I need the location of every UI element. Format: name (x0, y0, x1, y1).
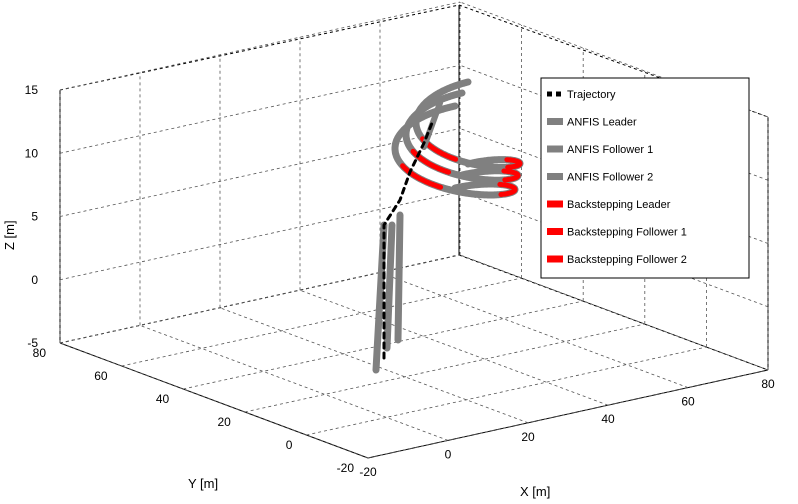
z-axis-label: Z [m] (2, 220, 17, 250)
y-tick-label: 80 (33, 346, 47, 360)
legend: Trajectory ANFIS Leader ANFIS Follower 1 AN… (540, 77, 750, 279)
gridline-y-floor (306, 346, 707, 436)
gridline-y-floor (367, 369, 769, 459)
x-tick-label: -20 (359, 465, 377, 479)
legend-items: Trajectory ANFIS Leader ANFIS Follower 1 AN… (547, 89, 687, 266)
box-edge (458, 4, 769, 118)
legend-entry-label: ANFIS Follower 2 (567, 172, 653, 184)
y-tick-label: 20 (217, 415, 231, 429)
backstepping-segment (400, 163, 444, 190)
x-tick-label: 20 (521, 430, 535, 444)
x-tick-label: 60 (681, 395, 695, 409)
gridline-z-back (59, 1, 461, 91)
gridline-z-back (59, 128, 461, 217)
z-tick-label: -5 (27, 336, 38, 350)
x-tick-label: 0 (445, 447, 452, 461)
gridline-x-floor (299, 289, 609, 406)
legend-entry-label: ANFIS Leader (567, 117, 637, 129)
y-tick-label: 0 (286, 438, 293, 452)
backstepping-segment (497, 181, 518, 197)
trajectory-curves (372, 78, 524, 374)
gridline-x-floor (59, 342, 369, 459)
gridline-x-floor (139, 325, 449, 441)
backstepping-segment (501, 168, 521, 183)
z-tick-label: 5 (31, 210, 38, 224)
y-tick-label: 40 (156, 392, 170, 406)
y-axis-label: Y [m] (188, 476, 218, 491)
legend-entry-label: ANFIS Follower 1 (567, 144, 653, 156)
box-edge (59, 4, 460, 91)
anfis-riser (383, 221, 396, 352)
z-tick-label: 10 (25, 146, 39, 160)
legend-entry-label: Backstepping Leader (567, 199, 671, 211)
gridline-z-back (59, 191, 461, 281)
y-tick-label: -20 (337, 461, 355, 475)
gridline-z-back (59, 254, 461, 344)
z-tick-label: 0 (31, 273, 38, 287)
legend-entry-label: Backstepping Follower 1 (567, 227, 687, 239)
gridline-z-side (459, 254, 769, 371)
gridline-z-back (59, 64, 461, 154)
gridline-x-floor (379, 272, 689, 388)
y-tick-label: 60 (94, 369, 108, 383)
x-tick-label: 40 (601, 412, 615, 426)
anfis-riser (372, 221, 388, 374)
anfis-riser (394, 211, 404, 344)
x-tick-label: 80 (761, 377, 775, 391)
legend-entry-label: Trajectory (567, 89, 616, 101)
x-axis-label: X [m] (520, 484, 550, 499)
backstepping-segment (504, 157, 523, 170)
z-tick-label: 15 (25, 83, 39, 97)
gridline-y-floor (121, 277, 522, 367)
reference-trajectory (382, 121, 434, 360)
legend-box (540, 77, 750, 279)
legend-entry-label: Backstepping Follower 2 (567, 254, 687, 266)
gridline-y-floor (244, 323, 645, 413)
